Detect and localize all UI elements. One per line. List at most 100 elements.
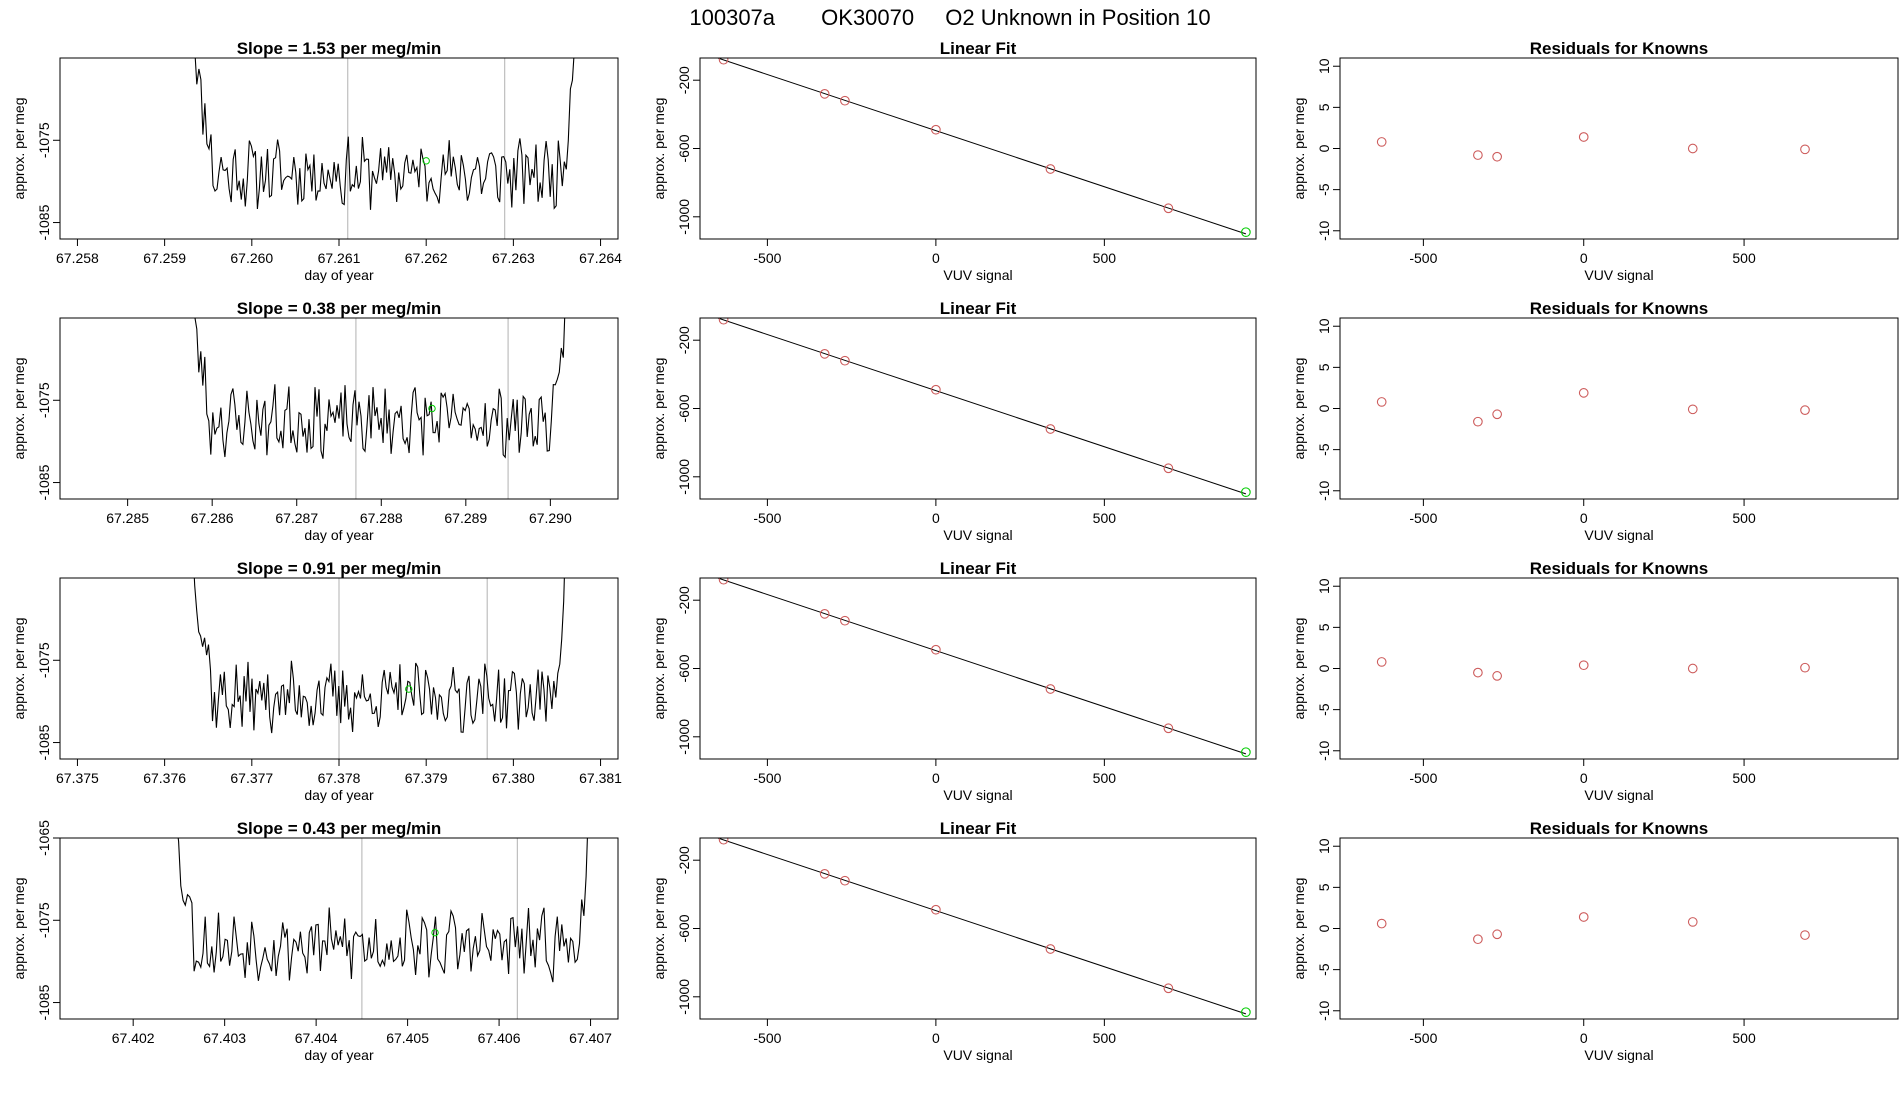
known-point (718, 58, 729, 65)
y-tick-label: -200 (676, 326, 692, 354)
x-tick-label: 0 (1580, 770, 1588, 786)
x-axis-label: VUV signal (943, 787, 1012, 803)
unknown-marker (422, 157, 430, 165)
plot-frame (1339, 57, 1899, 240)
known-point (1376, 397, 1387, 407)
panel-6: Residuals for Knowns -500 0 500 10 5 0 -5 -10 VUV… (1291, 299, 1899, 543)
y-tick-label: -1065 (36, 820, 52, 856)
known-point (1492, 409, 1502, 420)
plot-frame (699, 577, 1257, 760)
x-axis-label: VUV signal (1584, 527, 1653, 543)
x-tick-label: 0 (932, 510, 940, 526)
x-tick-label: 67.262 (405, 250, 448, 266)
x-tick-label: -500 (1409, 1030, 1437, 1046)
known-point (1687, 143, 1698, 154)
known-point (840, 355, 850, 366)
known-point (1473, 416, 1483, 427)
known-point (840, 95, 850, 106)
x-tick-label: 67.403 (203, 1030, 246, 1046)
x-tick-label: 67.402 (112, 1030, 155, 1046)
x-axis-label: VUV signal (1584, 787, 1653, 803)
x-tick-label: 67.264 (579, 250, 622, 266)
x-tick-label: 0 (1580, 510, 1588, 526)
y-tick-label: -10 (1316, 480, 1332, 500)
plot-area (1376, 132, 1810, 162)
plot-area (716, 58, 1251, 238)
panel-8: Linear Fit -500 0 500 -200 -600 -1000 VUV signa… (651, 559, 1257, 803)
y-tick-label: 0 (1316, 924, 1332, 932)
panel-1: Slope = 1.53 per meg/min 67.258 67.259 67.2… (11, 39, 622, 283)
data-trace (194, 318, 566, 459)
panel-title: Linear Fit (940, 559, 1017, 578)
x-tick-label: 500 (1093, 510, 1117, 526)
x-tick-label: 500 (1732, 770, 1756, 786)
x-tick-label: 67.405 (386, 1030, 429, 1046)
known-point (1578, 132, 1589, 142)
x-tick-label: 67.375 (56, 770, 99, 786)
y-tick-label: -1000 (676, 199, 692, 235)
y-tick-label: -10 (1316, 740, 1332, 760)
y-axis-label: approx. per meg (651, 618, 667, 720)
known-point (1492, 151, 1502, 162)
y-tick-label: -600 (676, 914, 692, 942)
x-axis-label: VUV signal (943, 527, 1012, 543)
panel-title: Residuals for Knowns (1530, 39, 1709, 58)
plot-area (194, 318, 566, 499)
y-tick-label: -600 (676, 134, 692, 162)
title-description: O2 Unknown in Position 10 (945, 5, 1210, 30)
x-tick-label: 67.259 (143, 250, 186, 266)
x-tick-label: -500 (753, 510, 781, 526)
known-point (1578, 388, 1589, 398)
x-tick-label: 0 (932, 250, 940, 266)
x-tick-label: -500 (1409, 510, 1437, 526)
known-point (1687, 917, 1698, 927)
x-tick-label: 67.286 (191, 510, 234, 526)
known-point (1687, 663, 1698, 674)
y-axis-label: approx. per meg (1291, 618, 1307, 720)
x-tick-label: 0 (1580, 250, 1588, 266)
plot-frame (1339, 317, 1899, 500)
unknown-point (1241, 747, 1251, 758)
panel-12: Residuals for Knowns -500 0 500 10 5 0 -5 -10 VUV… (1291, 819, 1899, 1063)
x-axis-label: VUV signal (1584, 267, 1653, 283)
fit-line (716, 838, 1247, 1015)
x-tick-label: -500 (1409, 250, 1437, 266)
x-tick-label: 0 (1580, 1030, 1588, 1046)
unknown-marker (405, 685, 413, 693)
y-tick-label: 10 (1316, 58, 1332, 74)
panel-title: Slope = 1.53 per meg/min (237, 39, 442, 58)
known-point (1376, 657, 1387, 667)
known-point (1578, 912, 1589, 922)
x-tick-label: 67.261 (318, 250, 361, 266)
y-tick-label: -600 (676, 394, 692, 422)
plot-area (1376, 912, 1810, 945)
y-axis-label: approx. per meg (651, 98, 667, 200)
plot-frame (699, 837, 1257, 1020)
y-tick-label: 5 (1316, 363, 1332, 371)
known-point (1163, 463, 1174, 474)
x-tick-label: 67.376 (143, 770, 186, 786)
data-trace (193, 578, 565, 734)
data-trace (177, 838, 588, 983)
known-point (819, 349, 830, 359)
y-tick-label: 10 (1316, 318, 1332, 334)
panel-2: Linear Fit -500 0 500 -200 -600 -1000 VUV signa… (651, 39, 1257, 283)
panel-title: Linear Fit (940, 819, 1017, 838)
y-axis-label: approx. per meg (11, 618, 27, 720)
y-tick-label: 10 (1316, 578, 1332, 594)
x-tick-label: 67.287 (275, 510, 318, 526)
x-tick-label: 67.379 (405, 770, 448, 786)
x-tick-label: 500 (1732, 1030, 1756, 1046)
x-axis-label: day of year (304, 267, 374, 283)
known-point (931, 644, 941, 655)
panel-title: Slope = 0.43 per meg/min (237, 819, 442, 838)
x-tick-label: 67.290 (529, 510, 572, 526)
panel-9: Residuals for Knowns -500 0 500 10 5 0 -5 -10 VUV… (1291, 559, 1899, 803)
x-axis-label: VUV signal (1584, 1047, 1653, 1063)
y-tick-label: -1075 (36, 382, 52, 418)
x-tick-label: 67.289 (444, 510, 487, 526)
known-point (718, 838, 729, 845)
panel-10: Slope = 0.43 per meg/min 67.402 67.403 67.4… (11, 819, 619, 1063)
plot-frame (699, 317, 1257, 500)
